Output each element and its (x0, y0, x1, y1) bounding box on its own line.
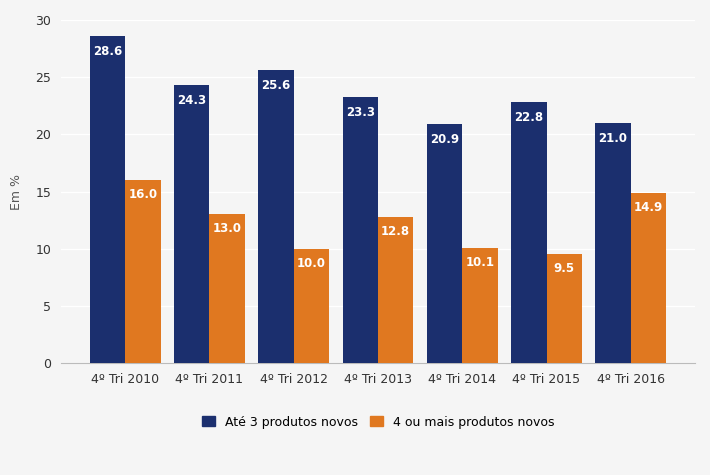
Bar (90, 36, 125, 363)
Legend: Até 3 produtos novos, 4 ou mais produtos novos: Até 3 produtos novos, 4 ou mais produtos… (197, 410, 559, 434)
Text: 23.3: 23.3 (346, 106, 375, 119)
Y-axis label: Em %: Em % (10, 173, 23, 209)
Text: 10.0: 10.0 (297, 257, 326, 270)
Bar (174, 85, 209, 363)
Bar (209, 214, 245, 363)
Text: 9.5: 9.5 (554, 263, 575, 275)
Bar (511, 102, 547, 363)
Text: 20.9: 20.9 (430, 133, 459, 146)
Bar (125, 180, 160, 363)
Bar (343, 96, 378, 363)
Bar (462, 247, 498, 363)
Bar (378, 217, 413, 363)
Text: 13.0: 13.0 (213, 222, 241, 236)
Text: 21.0: 21.0 (599, 132, 628, 145)
Text: 28.6: 28.6 (93, 45, 122, 58)
Text: 14.9: 14.9 (634, 201, 663, 214)
Bar (630, 193, 666, 363)
Text: 12.8: 12.8 (381, 225, 410, 238)
Bar (294, 249, 329, 363)
Text: 16.0: 16.0 (129, 188, 158, 201)
Text: 24.3: 24.3 (178, 95, 207, 107)
Text: 10.1: 10.1 (466, 256, 494, 268)
Bar (596, 123, 630, 363)
Text: 22.8: 22.8 (514, 112, 543, 124)
Text: 25.6: 25.6 (261, 79, 290, 93)
Bar (427, 124, 462, 363)
Bar (547, 255, 582, 363)
Bar (258, 70, 294, 363)
